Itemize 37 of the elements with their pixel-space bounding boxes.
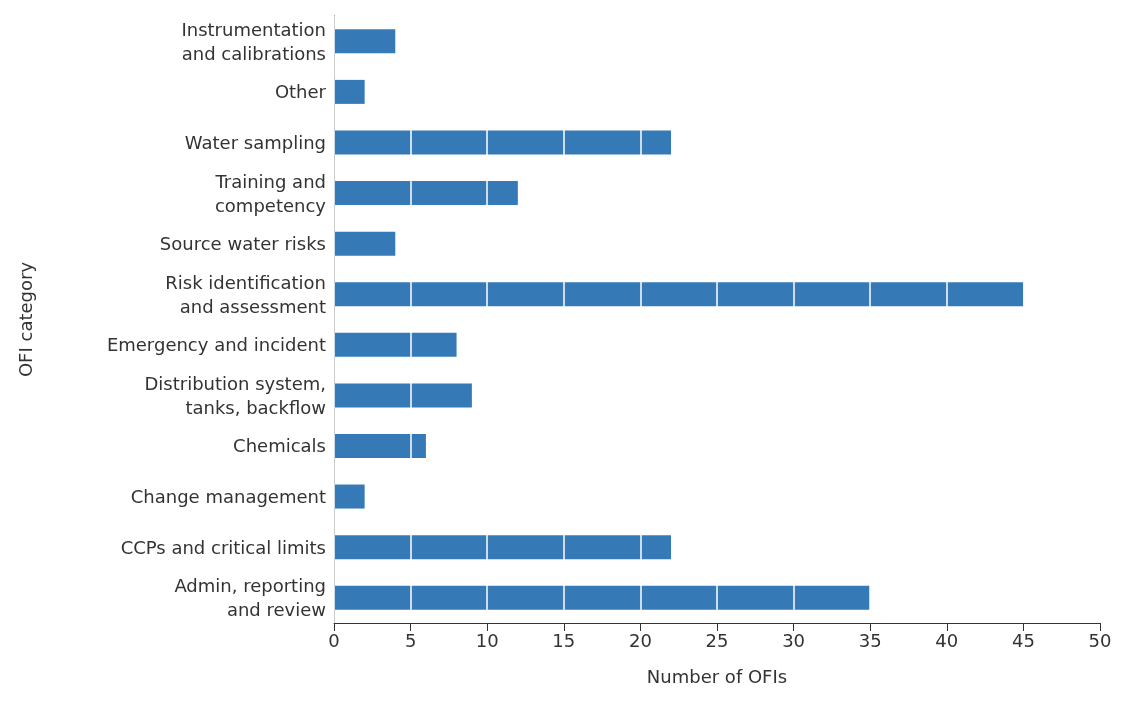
y-tick-label: Risk identification and assessment (165, 271, 326, 317)
y-tick-label: Instrumentation and calibrations (181, 18, 326, 64)
y-tick-label: Water sampling (184, 131, 326, 153)
y-tick-label: Emergency and incident (106, 334, 326, 356)
bar (334, 79, 365, 104)
bar (334, 433, 426, 458)
x-tick-label: 15 (552, 629, 576, 651)
y-tick-label: Training and competency (214, 170, 327, 216)
y-tick-label: Admin, reporting and review (174, 575, 326, 621)
y-tick-label: Other (274, 81, 327, 103)
bar (334, 130, 672, 155)
bar (334, 332, 457, 357)
y-tick-label: Chemicals (233, 435, 326, 457)
bar (334, 484, 365, 509)
bar (334, 181, 518, 206)
x-tick-label: 50 (1088, 629, 1112, 651)
x-tick-label: 40 (935, 629, 959, 651)
y-tick-label: CCPs and critical limits (120, 536, 326, 558)
x-tick-label: 10 (475, 629, 499, 651)
bar (334, 535, 672, 560)
x-tick-label: 5 (404, 629, 417, 651)
x-tick-label: 45 (1011, 629, 1035, 651)
x-axis-title: Number of OFIs (646, 665, 788, 687)
bar (334, 282, 1024, 307)
x-tick-label: 0 (328, 629, 340, 651)
y-tick-label: Change management (130, 486, 326, 508)
x-tick-label: 25 (705, 629, 729, 651)
y-tick-label: Distribution system, tanks, backflow (144, 372, 326, 418)
bar (334, 29, 396, 54)
bar (334, 585, 871, 610)
x-tick-label: 30 (782, 629, 806, 651)
x-tick-label: 35 (858, 629, 882, 651)
x-tick-label: 20 (628, 629, 652, 651)
y-axis-title: OFI category (14, 261, 36, 378)
bar (334, 383, 472, 408)
y-tick-label: Source water risks (159, 233, 326, 255)
bar (334, 231, 396, 256)
